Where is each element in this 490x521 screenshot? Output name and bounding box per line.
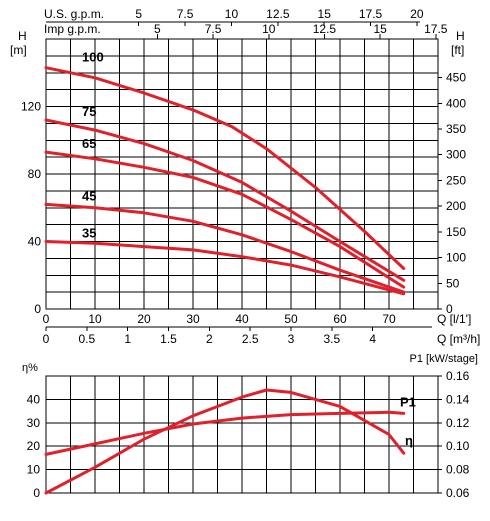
x-tick-label-lpm: 50 (284, 312, 298, 326)
y-tick-label-ft: 0 (446, 302, 453, 316)
y-axis-label-h-ft: H (456, 29, 465, 43)
curve-label-100: 100 (82, 50, 104, 65)
y-tick-label-m: 0 (34, 302, 41, 316)
curve-label-65: 65 (82, 136, 96, 151)
x-tick-label-lpm: 70 (382, 312, 396, 326)
eta-curve (44, 388, 406, 495)
imp-gpm-tick-label: 17.5 (424, 22, 448, 36)
y-tick-label-eta: 30 (27, 416, 41, 430)
imp-gpm-tick-label: 7.5 (205, 22, 222, 36)
curve-label-35: 35 (82, 226, 96, 241)
imp-gpm-tick-label: 12.5 (313, 22, 337, 36)
us-gpm-axis-label: U.S. g.p.m. (44, 7, 104, 21)
x-tick-label-lpm: 10 (88, 312, 102, 326)
y-tick-label-ft: 200 (446, 199, 466, 213)
y-axis-label-eta: η% (22, 362, 38, 374)
y-tick-label-ft: 350 (446, 122, 466, 136)
x-tick-label-m3h: 2 (206, 332, 213, 346)
us-gpm-tick-label: 12.5 (266, 7, 290, 21)
y-tick-label-p1: 0.12 (446, 416, 470, 430)
x-axis-label-m3h: Q [m³/h] (437, 332, 480, 346)
head-curve-45 (44, 202, 406, 294)
y-tick-label-ft: 300 (446, 148, 466, 162)
us-gpm-tick-label: 5 (135, 7, 142, 21)
x-tick-label-m3h: 1.5 (160, 332, 177, 346)
imp-gpm-tick-label: 15 (373, 22, 387, 36)
x-tick-label-lpm: 20 (137, 312, 151, 326)
curve-label-45: 45 (82, 188, 96, 203)
x-tick-label-m3h: 0.5 (78, 332, 95, 346)
x-tick-label-lpm: 40 (235, 312, 249, 326)
eta-curve-label: η (405, 433, 413, 448)
us-gpm-tick-label: 17.5 (359, 7, 383, 21)
us-gpm-tick-label: 15 (318, 7, 332, 21)
plot-frame (45, 375, 439, 494)
y-axis-label-p1: P1 [kW/stage] (410, 353, 478, 365)
y-tick-label-eta: 10 (27, 463, 41, 477)
head-curve-75 (44, 118, 406, 282)
x-tick-label-m3h: 3.5 (323, 332, 340, 346)
y-tick-label-ft: 400 (446, 96, 466, 110)
us-gpm-tick-label: 7.5 (177, 7, 194, 21)
y-tick-label-ft: 50 (446, 276, 460, 290)
x-tick-label-lpm: 60 (333, 312, 347, 326)
x-tick-label-m3h: 2.5 (242, 332, 259, 346)
y-tick-label-p1: 0.08 (446, 463, 470, 477)
y-tick-label-eta: 40 (27, 392, 41, 406)
imp-gpm-tick-label: 10 (262, 22, 276, 36)
y-tick-label-m: 40 (28, 235, 42, 249)
head-curve-65 (44, 150, 406, 289)
y-tick-label-eta: 0 (33, 486, 40, 500)
y-tick-label-m: 80 (28, 167, 42, 181)
p1-curve-label: P1 (400, 394, 416, 409)
x-tick-label-m3h: 1 (124, 332, 131, 346)
x-tick-label-lpm: 30 (186, 312, 200, 326)
curve-label-75: 75 (82, 104, 96, 119)
x-tick-label-m3h: 3 (288, 332, 295, 346)
x-tick-label-lpm: 0 (43, 312, 50, 326)
us-gpm-tick-label: 10 (225, 7, 239, 21)
y-tick-label-p1: 0.06 (446, 486, 470, 500)
y-tick-label-ft: 250 (446, 173, 466, 187)
y-tick-label-p1: 0.16 (446, 369, 470, 383)
y-tick-label-ft: 150 (446, 225, 466, 239)
head-curve-100 (44, 66, 406, 270)
x-axis-label-lpm: Q [l/1'] (437, 312, 471, 326)
p1-curve (44, 410, 406, 456)
plot-frame (45, 38, 439, 310)
imp-gpm-axis-label: Imp g.p.m. (44, 22, 101, 36)
efficiency-power-chart: η% 0 10 20 30 40 P1 [kW/stage] 0.06 0.08 0.10 0.12… (22, 353, 478, 500)
y-axis-unit-ft: [ft] (451, 43, 464, 57)
y-tick-label-ft: 450 (446, 71, 466, 85)
y-axis-unit-m: [m] (10, 43, 27, 57)
y-tick-label-p1: 0.10 (446, 439, 470, 453)
y-tick-label-ft: 100 (446, 251, 466, 265)
y-tick-label-p1: 0.14 (446, 392, 470, 406)
head-curve-35 (44, 240, 406, 296)
x-tick-label-m3h: 4 (369, 332, 376, 346)
x-tick-label-m3h: 0 (43, 332, 50, 346)
imp-gpm-tick-label: 5 (154, 22, 161, 36)
y-tick-label-eta: 20 (27, 439, 41, 453)
y-tick-label-m: 120 (21, 100, 41, 114)
us-gpm-tick-label: 20 (410, 7, 424, 21)
y-axis-label-h-m: H (18, 29, 27, 43)
